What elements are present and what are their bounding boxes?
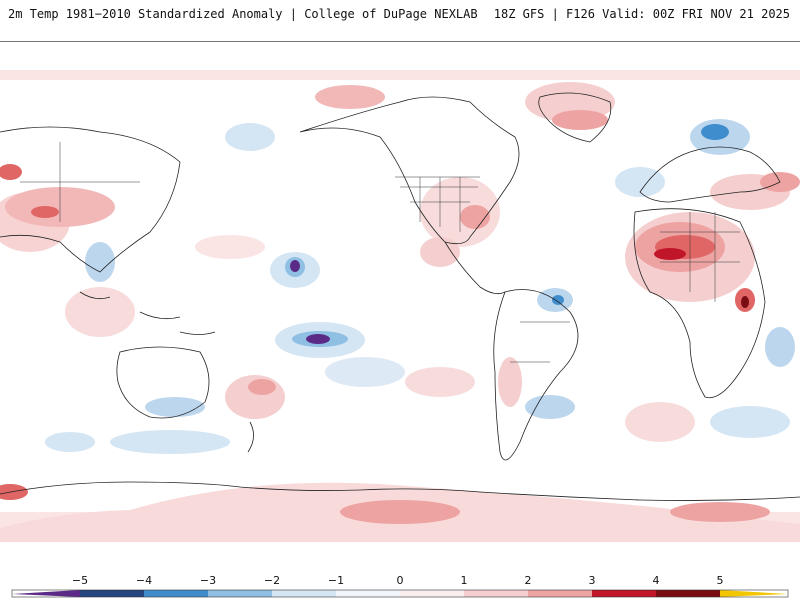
model-run-info: 18Z GFS | F126 Valid: 00Z FRI NOV 21 202…	[493, 7, 790, 21]
warm-anomalies	[0, 82, 800, 524]
tick-label-pos3: 3	[589, 574, 596, 587]
tick-label-zero: 0	[397, 574, 404, 587]
tick-label-neg2: −2	[264, 574, 280, 587]
cool-anomalies	[45, 119, 795, 454]
scale-bin-neg1	[272, 590, 336, 597]
tick-label-pos2: 2	[525, 574, 532, 587]
scale-arrow-low	[12, 590, 80, 597]
scale-tick-labels: −5 −4 −3 −2 −1 0 1 2 3 4 5	[72, 574, 724, 587]
scale-arrow-high	[720, 590, 788, 597]
tick-label-pos4: 4	[653, 574, 660, 587]
scale-bin-pos4	[656, 590, 720, 597]
tick-label-neg5: −5	[72, 574, 88, 587]
tick-label-pos1: 1	[461, 574, 468, 587]
country-borders	[20, 142, 740, 363]
anomaly-map-canvas	[0, 70, 800, 542]
tick-label-neg3: −3	[200, 574, 216, 587]
tick-label-neg1: −1	[328, 574, 344, 587]
scale-bin-pos1	[464, 590, 528, 597]
scale-bin-zero-hi	[400, 590, 464, 597]
color-scale-bar: −5 −4 −3 −2 −1 0 1 2 3 4 5	[11, 574, 789, 598]
map-title: 2m Temp 1981−2010 Standardized Anomaly |…	[8, 7, 478, 21]
scale-bin-zero-lo	[336, 590, 400, 597]
scale-bin-neg3	[144, 590, 208, 597]
anomaly-map	[0, 41, 800, 561]
tick-label-pos5: 5	[717, 574, 724, 587]
scale-bin-pos3	[592, 590, 656, 597]
scale-bin-pos2	[528, 590, 592, 597]
color-scale-legend: −5 −4 −3 −2 −1 0 1 2 3 4 5	[0, 560, 800, 600]
coastlines	[0, 92, 800, 501]
scale-outline	[11, 589, 789, 598]
scale-bin-neg2	[208, 590, 272, 597]
map-header: 2m Temp 1981−2010 Standardized Anomaly |…	[0, 0, 800, 40]
scale-bin-neg4	[80, 590, 144, 597]
tick-label-neg4: −4	[136, 574, 152, 587]
